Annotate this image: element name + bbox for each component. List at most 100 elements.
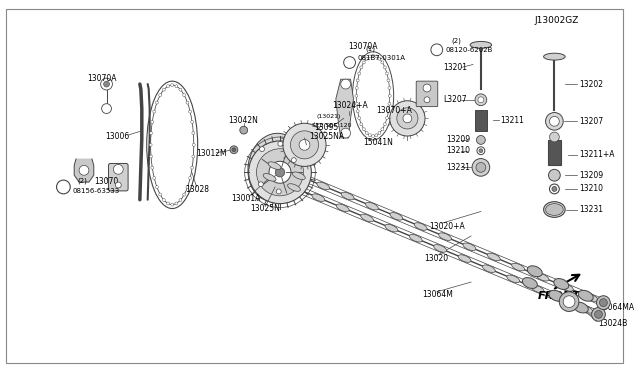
Circle shape [550,132,559,142]
Circle shape [299,140,310,150]
Circle shape [163,199,165,202]
FancyBboxPatch shape [475,110,487,131]
Ellipse shape [470,41,492,48]
Circle shape [381,61,384,64]
Circle shape [369,134,371,137]
Circle shape [548,169,560,181]
Circle shape [381,128,384,131]
Ellipse shape [292,172,305,180]
Text: 13070+A: 13070+A [376,106,412,115]
Circle shape [179,88,182,91]
Circle shape [166,202,170,205]
Circle shape [424,97,430,103]
Circle shape [149,143,152,146]
Text: 13211+A: 13211+A [579,150,614,159]
Circle shape [362,61,365,64]
Circle shape [248,141,311,203]
Circle shape [151,121,154,124]
Circle shape [375,134,378,137]
Circle shape [403,114,412,123]
Circle shape [166,85,170,88]
Circle shape [186,186,189,189]
Circle shape [387,79,390,82]
Ellipse shape [580,305,593,313]
Circle shape [387,110,390,113]
Ellipse shape [579,290,593,301]
Ellipse shape [463,243,476,251]
Text: 13042N: 13042N [228,116,258,125]
Text: 13070: 13070 [94,177,118,186]
Circle shape [550,184,559,194]
Text: B: B [347,60,352,65]
Text: 13231: 13231 [579,205,603,214]
Circle shape [355,102,358,105]
Text: B: B [435,47,439,53]
Text: 13211: 13211 [500,116,524,125]
Ellipse shape [438,233,451,240]
Circle shape [269,161,291,183]
Circle shape [360,123,363,126]
Text: (2): (2) [77,178,87,185]
Circle shape [153,177,156,180]
Text: SEE SEC.120: SEE SEC.120 [312,123,352,128]
Ellipse shape [248,133,302,202]
Circle shape [182,94,186,97]
Circle shape [475,94,487,106]
Ellipse shape [341,192,354,200]
Text: 13020+A: 13020+A [429,222,465,231]
Circle shape [232,148,236,152]
Circle shape [390,101,425,136]
Text: 13209: 13209 [579,171,603,180]
Text: 13210: 13210 [447,146,470,155]
Circle shape [383,66,387,69]
Text: 13001A: 13001A [231,194,260,203]
Text: 13201: 13201 [444,63,468,72]
Ellipse shape [365,202,378,210]
Text: 13210: 13210 [579,185,603,193]
Polygon shape [74,158,94,182]
Circle shape [159,94,162,97]
Ellipse shape [522,278,538,288]
Circle shape [276,189,281,194]
Circle shape [259,182,263,187]
Circle shape [340,79,351,89]
Text: B: B [61,183,67,192]
Circle shape [397,108,418,129]
Circle shape [104,81,109,87]
Text: 13095: 13095 [314,123,339,132]
Circle shape [431,44,443,56]
Circle shape [257,149,303,196]
Circle shape [552,186,557,191]
Text: 13012M: 13012M [196,149,227,158]
Circle shape [340,128,351,138]
Ellipse shape [317,182,330,190]
Text: (13021): (13021) [316,114,340,119]
Circle shape [151,166,154,169]
Ellipse shape [150,85,194,205]
Text: J13002GZ: J13002GZ [535,16,579,25]
Circle shape [278,141,283,146]
Circle shape [356,79,359,82]
Text: 13025N: 13025N [251,204,280,213]
Circle shape [559,292,579,311]
Circle shape [378,131,381,134]
Text: 13020: 13020 [424,254,448,263]
Ellipse shape [458,255,471,262]
Circle shape [600,299,607,307]
Circle shape [56,180,70,194]
Ellipse shape [360,214,374,222]
Circle shape [175,202,178,205]
Circle shape [100,78,113,90]
Circle shape [191,121,193,124]
Circle shape [369,55,371,58]
Ellipse shape [549,290,564,301]
Ellipse shape [390,212,403,220]
Polygon shape [336,79,353,138]
Text: 13024+A: 13024+A [332,101,367,110]
Circle shape [423,84,431,92]
Circle shape [171,84,173,87]
Ellipse shape [536,273,549,281]
FancyBboxPatch shape [109,163,128,191]
Ellipse shape [512,263,525,271]
Circle shape [385,72,388,75]
